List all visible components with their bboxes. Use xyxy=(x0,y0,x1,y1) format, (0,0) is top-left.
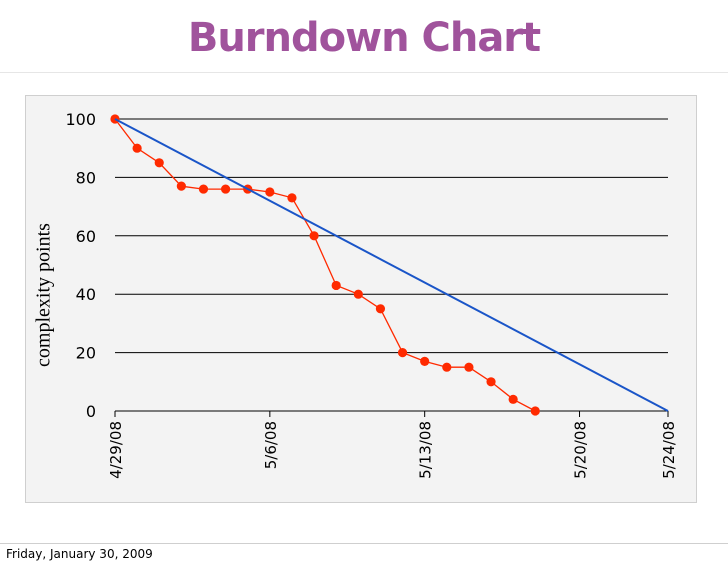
actual-point xyxy=(442,362,452,372)
x-tick-label: 5/24/08 xyxy=(660,421,678,479)
actual-point xyxy=(464,362,474,372)
actual-point xyxy=(132,143,142,153)
actual-point xyxy=(309,231,319,241)
y-axis-label: complexity points xyxy=(32,223,55,367)
actual-point xyxy=(154,158,164,168)
actual-point xyxy=(198,184,209,194)
actual-point xyxy=(375,304,386,314)
actual-point xyxy=(287,193,297,203)
actual-point xyxy=(486,377,496,387)
y-tick-label: 0 xyxy=(86,402,96,421)
x-tick-label: 5/13/08 xyxy=(417,421,435,479)
actual-point xyxy=(176,181,186,191)
footer-divider xyxy=(0,543,728,544)
y-tick-label: 20 xyxy=(76,344,96,363)
chart-panel xyxy=(25,95,697,503)
actual-point xyxy=(397,348,408,358)
y-tick-label: 40 xyxy=(76,285,96,304)
y-tick-label: 100 xyxy=(65,110,96,129)
actual-point xyxy=(331,280,341,291)
slide-title: Burndown Chart xyxy=(187,15,541,61)
x-tick-label: 5/20/08 xyxy=(572,421,590,479)
actual-point xyxy=(420,356,430,366)
y-tick-label: 80 xyxy=(76,168,96,187)
x-tick-label: 4/29/08 xyxy=(107,421,125,479)
actual-point xyxy=(530,406,540,416)
y-tick-label: 60 xyxy=(76,227,96,246)
actual-point xyxy=(221,184,231,194)
title-divider xyxy=(0,72,728,73)
actual-point xyxy=(265,187,275,197)
ideal-burndown-line xyxy=(114,118,669,412)
actual-point xyxy=(508,394,518,404)
x-tick-label: 5/6/08 xyxy=(262,421,280,469)
footer-date: Friday, January 30, 2009 xyxy=(6,547,153,561)
actual-point xyxy=(353,289,363,299)
